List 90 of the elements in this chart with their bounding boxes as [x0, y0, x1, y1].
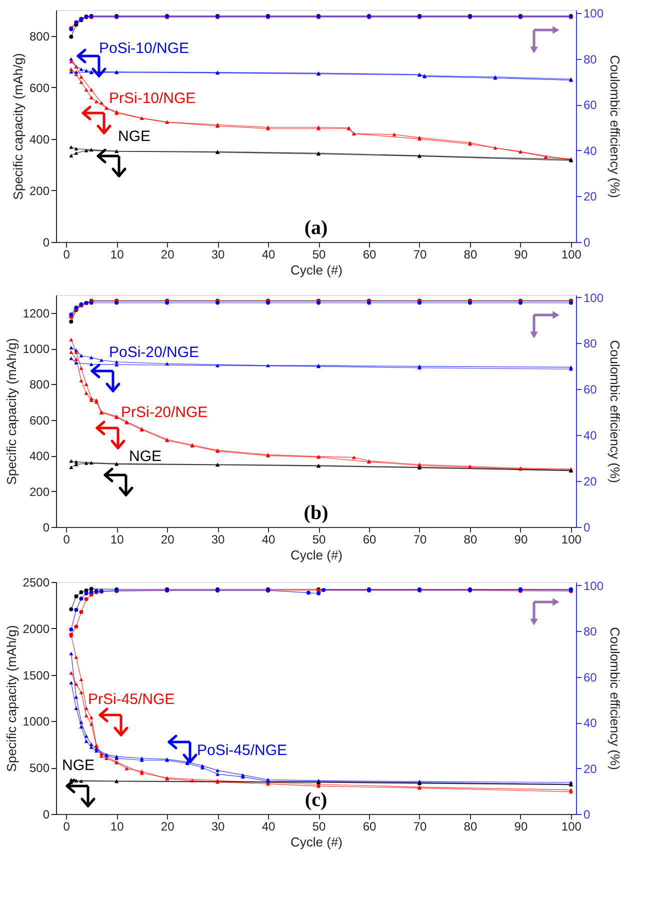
x-tick-label: 10	[110, 248, 124, 262]
x-tick-label: 100	[561, 248, 582, 262]
y-tick-label: 0	[42, 808, 50, 822]
y-tick-label: 0	[42, 520, 50, 534]
y2-tick-label: 80	[584, 52, 598, 66]
y2-tick-label: 0	[584, 808, 590, 822]
x-tick-label: 60	[362, 820, 377, 834]
y-tick-label: 1200	[22, 306, 50, 320]
x-tick-label: 80	[464, 820, 478, 834]
y2-tick-label: 40	[584, 716, 598, 730]
x-tick-label: 70	[413, 532, 427, 546]
y2-tick-label: 80	[584, 624, 598, 639]
x-tick-label: 40	[262, 820, 276, 834]
annotation: (c)	[304, 789, 328, 811]
y-tick-label: 400	[29, 449, 50, 464]
x-tick-label: 30	[211, 820, 226, 834]
y-tick-label: 600	[29, 80, 50, 95]
annotation: (a)	[304, 217, 328, 239]
y-tick-label: 800	[29, 29, 50, 44]
x-tick-label: 50	[312, 532, 326, 546]
y2-axis-title: Coulombic efficiency (%)	[608, 627, 623, 770]
x-tick-label: 90	[514, 532, 528, 546]
y-tick-label: 1000	[22, 714, 50, 729]
y-axis-title: Specific capacity (mAh/g)	[4, 338, 19, 485]
y-tick-label: 400	[29, 132, 50, 146]
x-tick-label: 10	[110, 532, 124, 546]
annotation: PrSi-20/NGE	[121, 404, 208, 421]
x-tick-label: 100	[561, 820, 582, 834]
y2-tick-label: 0	[584, 236, 590, 250]
x-tick-label: 80	[464, 248, 478, 262]
annotation: PrSi-45/NGE	[88, 691, 175, 708]
y2-tick-label: 60	[584, 670, 598, 684]
annotation: NGE	[129, 448, 162, 465]
y-tick-label: 200	[29, 484, 50, 499]
x-tick-label: 10	[110, 820, 124, 834]
x-tick-label: 60	[362, 532, 377, 546]
y2-tick-label: 60	[584, 98, 598, 112]
annotation: NGE	[118, 128, 151, 145]
y-tick-label: 200	[29, 184, 50, 198]
annotation: PrSi-10/NGE	[109, 90, 196, 107]
y2-tick-label: 40	[584, 144, 598, 158]
x-tick-label: 80	[464, 532, 478, 546]
y2-tick-label: 40	[584, 428, 598, 443]
y-tick-label: 500	[29, 761, 50, 776]
x-tick-label: 60	[362, 248, 377, 262]
y-tick-label: 1000	[22, 342, 50, 356]
y2-tick-label: 100	[584, 290, 604, 305]
x-tick-label: 0	[63, 248, 70, 262]
annotation: PoSi-45/NGE	[197, 742, 288, 759]
annotation: PoSi-20/NGE	[109, 344, 200, 361]
y2-tick-label: 20	[584, 762, 598, 776]
x-tick-label: 50	[312, 248, 326, 262]
y-tick-label: 1500	[22, 668, 50, 682]
x-tick-label: 90	[514, 820, 528, 834]
x-tick-label: 0	[63, 820, 70, 834]
y2-tick-label: 20	[584, 190, 598, 204]
annotation: (b)	[304, 502, 328, 524]
x-tick-label: 100	[561, 532, 582, 546]
y2-tick-label: 80	[584, 336, 598, 351]
y-tick-label: 2000	[22, 622, 50, 636]
x-tick-label: 30	[211, 248, 226, 262]
y2-tick-label: 100	[584, 578, 604, 593]
y2-tick-label: 20	[584, 474, 598, 489]
x-axis-title: Cycle (#)	[290, 834, 343, 850]
x-tick-label: 20	[160, 248, 175, 262]
y2-tick-label: 0	[584, 520, 590, 534]
y-tick-label: 800	[29, 378, 50, 392]
annotation: PoSi-10/NGE	[99, 40, 190, 57]
x-tick-label: 90	[514, 248, 528, 262]
y-tick-label: 2500	[22, 576, 50, 590]
annotation: NGE	[62, 757, 95, 774]
x-axis-title: Cycle (#)	[290, 548, 343, 562]
y2-axis-title: Coulombic efficiency (%)	[608, 55, 623, 198]
x-tick-label: 20	[160, 532, 175, 546]
x-tick-label: 50	[312, 820, 326, 834]
y-tick-label: 600	[29, 413, 50, 428]
x-tick-label: 40	[262, 532, 276, 546]
x-tick-label: 20	[160, 820, 175, 834]
x-axis-title: Cycle (#)	[290, 262, 343, 278]
x-tick-label: 0	[63, 532, 70, 546]
y2-tick-label: 60	[584, 382, 598, 397]
y-axis-title: Specific capacity (mAh/g)	[10, 53, 26, 200]
y-axis-title: Specific capacity (mAh/g)	[4, 625, 19, 772]
x-tick-label: 40	[262, 248, 276, 262]
y2-tick-label: 100	[584, 6, 604, 21]
x-tick-label: 30	[211, 532, 226, 546]
x-tick-label: 70	[413, 248, 427, 262]
y2-axis-title: Coulombic efficiency (%)	[608, 340, 623, 483]
y-tick-label: 0	[42, 236, 50, 250]
x-tick-label: 70	[413, 820, 427, 834]
